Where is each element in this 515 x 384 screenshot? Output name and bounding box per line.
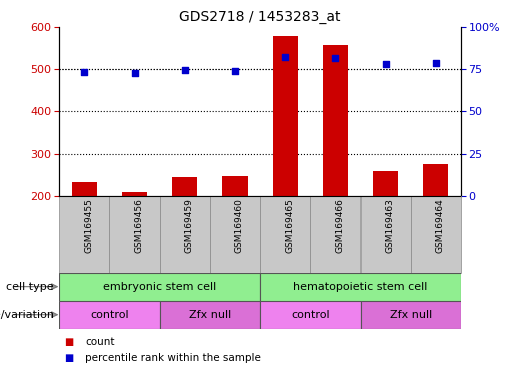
Bar (122, 192, 147, 196)
Bar (172, 177, 197, 196)
Bar (360, 301, 461, 329)
Text: control: control (291, 310, 330, 320)
Bar (260, 196, 310, 273)
Text: GSM169459: GSM169459 (185, 198, 194, 253)
Bar (59, 196, 109, 273)
Bar (210, 196, 260, 273)
Text: count: count (85, 337, 114, 347)
Text: ■: ■ (64, 337, 74, 347)
Bar (360, 196, 410, 273)
Point (130, 70, 139, 76)
Point (181, 67, 189, 73)
Bar (373, 171, 398, 196)
Text: GSM169464: GSM169464 (436, 198, 445, 253)
Text: cell type: cell type (7, 281, 54, 292)
Bar (260, 301, 360, 329)
Bar (59, 273, 260, 301)
Bar (160, 301, 260, 329)
Point (231, 68, 239, 74)
Bar (410, 196, 461, 273)
Point (432, 60, 440, 66)
Point (281, 54, 289, 60)
Text: Zfx null: Zfx null (389, 310, 432, 320)
Bar (72, 182, 97, 196)
Text: GSM169465: GSM169465 (285, 198, 294, 253)
Text: GSM169456: GSM169456 (134, 198, 144, 253)
Text: embryonic stem cell: embryonic stem cell (103, 281, 216, 292)
Text: percentile rank within the sample: percentile rank within the sample (85, 353, 261, 362)
Text: GSM169460: GSM169460 (235, 198, 244, 253)
Bar (59, 301, 160, 329)
Point (382, 61, 390, 67)
Bar (160, 196, 210, 273)
Bar (423, 164, 449, 196)
Bar (272, 36, 298, 196)
Bar (323, 45, 348, 196)
Text: genotype/variation: genotype/variation (0, 310, 54, 320)
Text: hematopoietic stem cell: hematopoietic stem cell (294, 281, 427, 292)
Title: GDS2718 / 1453283_at: GDS2718 / 1453283_at (179, 10, 341, 25)
Text: GSM169463: GSM169463 (386, 198, 394, 253)
Text: ■: ■ (64, 353, 74, 362)
Bar (310, 196, 360, 273)
Bar (222, 175, 248, 196)
Text: control: control (90, 310, 129, 320)
Text: GSM169466: GSM169466 (335, 198, 345, 253)
Text: GSM169455: GSM169455 (84, 198, 93, 253)
Bar (109, 196, 160, 273)
Point (331, 55, 339, 61)
Text: Zfx null: Zfx null (188, 310, 231, 320)
Point (80, 69, 89, 75)
Bar (260, 273, 461, 301)
